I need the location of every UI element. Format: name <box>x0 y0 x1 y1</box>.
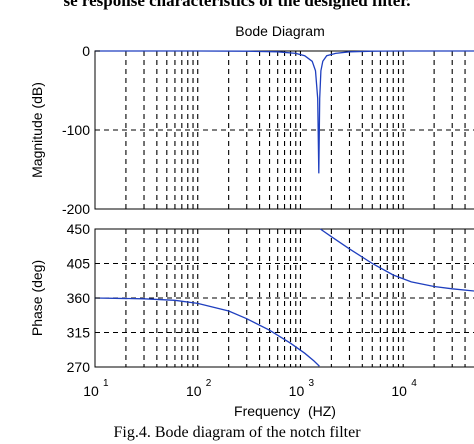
magnitude-y-tick-label: -100 <box>62 122 90 138</box>
magnitude-grid <box>95 51 474 209</box>
x-tick-label: 10 <box>391 383 407 399</box>
header-text-fragment: se response characteristics of the desig… <box>63 0 411 10</box>
x-tick-label: 10 <box>83 383 99 399</box>
phase-y-tick-label: 450 <box>67 221 91 237</box>
x-tick-exponent: 2 <box>206 378 212 389</box>
x-tick-label: 10 <box>289 383 305 399</box>
phase-curves <box>94 228 474 367</box>
phase-curve <box>94 297 320 367</box>
x-tick-label: 10 <box>186 383 202 399</box>
phase-y-tick-label: 270 <box>67 359 91 375</box>
magnitude-y-tick-label: -200 <box>62 201 90 217</box>
figure-caption: Fig.4. Bode diagram of the notch filter <box>113 424 361 441</box>
frequency-x-ticks: 10 1 10 2 10 3 10 4 <box>83 378 417 399</box>
phase-y-tick-label: 405 <box>67 256 91 272</box>
x-tick-exponent: 1 <box>103 378 109 389</box>
x-tick-exponent: 3 <box>308 378 314 389</box>
phase-axis-label: Phase (deg) <box>29 260 45 336</box>
phase-curve <box>319 228 474 292</box>
x-tick-exponent: 4 <box>411 378 417 389</box>
phase-grid <box>95 229 474 367</box>
chart-title: Bode Diagram <box>235 23 325 39</box>
magnitude-y-ticks: 0 -100 -200 <box>62 43 100 217</box>
magnitude-y-tick-label: 0 <box>82 43 90 59</box>
phase-y-tick-label: 315 <box>67 325 91 341</box>
frequency-axis-label: Frequency (HZ) <box>234 403 336 419</box>
magnitude-curve <box>95 50 474 174</box>
phase-y-tick-label: 360 <box>67 290 91 306</box>
magnitude-axis-label: Magnitude (dB) <box>29 82 45 178</box>
magnitude-curves <box>95 50 474 174</box>
phase-y-ticks: 270 315 360 405 450 <box>67 221 100 375</box>
